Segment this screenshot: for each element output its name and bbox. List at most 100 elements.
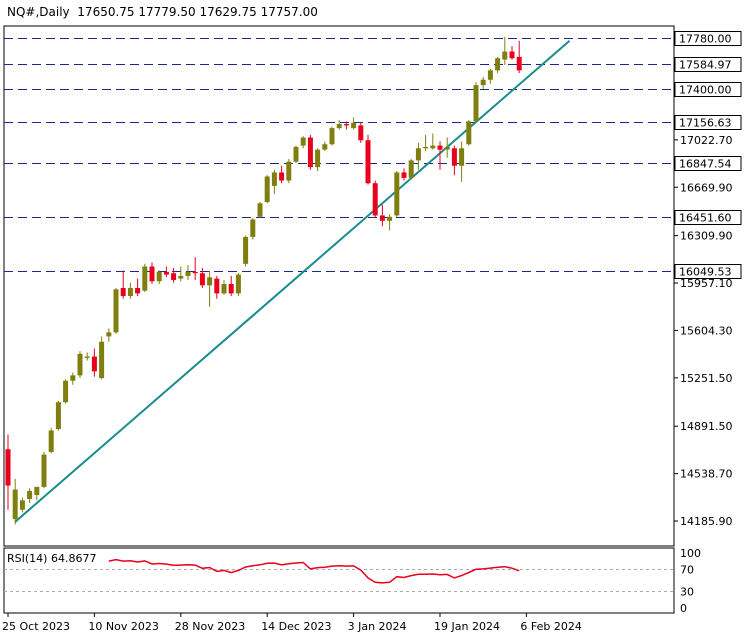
rsi-value: 64.8677 (50, 552, 97, 565)
candle-bull (48, 430, 54, 452)
horizontal-levels (4, 38, 674, 272)
candle-bull (19, 500, 25, 510)
candle-bull (329, 128, 335, 145)
candle-bull (221, 283, 227, 294)
rsi-axis-label: 30 (680, 586, 694, 599)
candle-bull (264, 176, 270, 203)
candle-bear (228, 283, 234, 294)
candle-bear (516, 56, 522, 71)
time-axis-label: 6 Feb 2024 (520, 620, 581, 633)
candle-bull (286, 161, 292, 181)
candle-bear (437, 145, 443, 150)
chart-header: NQ#,Daily 17650.75 17779.50 17629.75 177… (7, 5, 318, 19)
candles-layer (5, 36, 522, 525)
time-axis-label: 14 Dec 2023 (261, 620, 331, 633)
candle-bull (473, 85, 479, 122)
candle-bull (336, 124, 342, 129)
candle-bull (77, 353, 83, 376)
price-axis-label: 15957.10 (680, 277, 733, 290)
candle-bear (343, 124, 349, 126)
candle-bear (372, 183, 378, 216)
candle-bull (315, 149, 321, 168)
candle-bull (430, 145, 436, 149)
candle-bear (365, 140, 371, 184)
price-axis-label: 16669.90 (680, 181, 733, 194)
level-price-box (674, 82, 742, 97)
level-price-label: 16847.54 (679, 158, 732, 171)
candle-bull (502, 51, 508, 60)
high-value: 17779.50 (138, 5, 196, 19)
price-axis-label: 15251.50 (680, 372, 733, 385)
candle-bear (192, 271, 198, 274)
candle-bull (250, 219, 256, 237)
candle-bull (444, 146, 450, 150)
chart-frame (3, 25, 675, 614)
candle-bear (379, 215, 385, 221)
candle-bull (243, 236, 249, 264)
candle-bull (63, 380, 69, 403)
candle-bull (394, 172, 400, 216)
candle-bull (271, 172, 277, 186)
candle-bull (423, 146, 429, 149)
candle-bull (178, 275, 184, 279)
candle-bear (451, 148, 457, 166)
candle-bull (293, 146, 299, 162)
candle-bull (142, 266, 148, 291)
candle-bull (207, 277, 213, 286)
candle-bull (466, 121, 472, 145)
candle-bull (41, 454, 47, 487)
price-panel-border (3, 25, 675, 547)
candle-bear (307, 137, 313, 168)
rsi-panel: 100 70 30 0 (4, 547, 701, 615)
candle-bear (279, 172, 285, 181)
candle-bull (487, 70, 493, 80)
candle-bull (106, 332, 112, 337)
time-axis-label: 28 Nov 2023 (175, 620, 245, 633)
candle-bear (358, 125, 364, 141)
candle-bull (70, 375, 76, 381)
candle-bull (257, 203, 263, 217)
time-axis-label: 25 Oct 2023 (2, 620, 70, 633)
candle-bear (135, 288, 141, 294)
low-value: 17629.75 (199, 5, 257, 19)
price-axis-label: 14538.70 (680, 468, 733, 481)
candle-bull (351, 122, 357, 129)
candle-bear (171, 273, 177, 280)
rsi-axis-label: 100 (680, 547, 701, 560)
time-axis-label: 10 Nov 2023 (88, 620, 158, 633)
level-price-box (674, 31, 742, 46)
trendline-layer[interactable] (14, 40, 571, 523)
candle-bull (459, 148, 465, 166)
candle-bear (91, 356, 97, 372)
candle-bear (509, 51, 515, 59)
rsi-panel-border (3, 547, 675, 614)
candle-bear (120, 288, 126, 297)
price-axis: 17780.00 17584.97 17400.00 17156.63 16847.54… (674, 31, 742, 528)
price-axis-label: 14891.50 (680, 420, 733, 433)
level-price-label: 16451.60 (679, 212, 732, 225)
price-axis-label: 14185.90 (680, 515, 733, 528)
price-axis-label: 16309.90 (680, 230, 733, 243)
candle-bull (113, 289, 119, 333)
level-price-box (674, 264, 742, 279)
time-axis: 25 Oct 2023 10 Nov 2023 28 Nov 2023 14 Dec … (2, 613, 582, 633)
candle-bull (55, 402, 61, 430)
rsi-label: RSI(14) (7, 552, 48, 565)
level-price-label: 17780.00 (679, 33, 732, 46)
rsi-axis-label: 70 (680, 564, 694, 577)
rsi-line (108, 558, 520, 584)
candle-bear (401, 172, 407, 178)
level-price-box (674, 156, 742, 171)
candle-bull (34, 486, 40, 495)
rsi-axis-label: 0 (680, 602, 687, 615)
candle-bull (322, 144, 328, 150)
candle-bull (387, 216, 393, 221)
candle-bull (185, 271, 191, 276)
rsi-header: RSI(14) 64.8677 (7, 552, 96, 565)
level-price-label: 17400.00 (679, 84, 732, 97)
level-price-box (674, 115, 742, 130)
candle-bull (495, 58, 501, 71)
trendline[interactable] (14, 40, 571, 523)
level-price-label: 17156.63 (679, 117, 732, 130)
